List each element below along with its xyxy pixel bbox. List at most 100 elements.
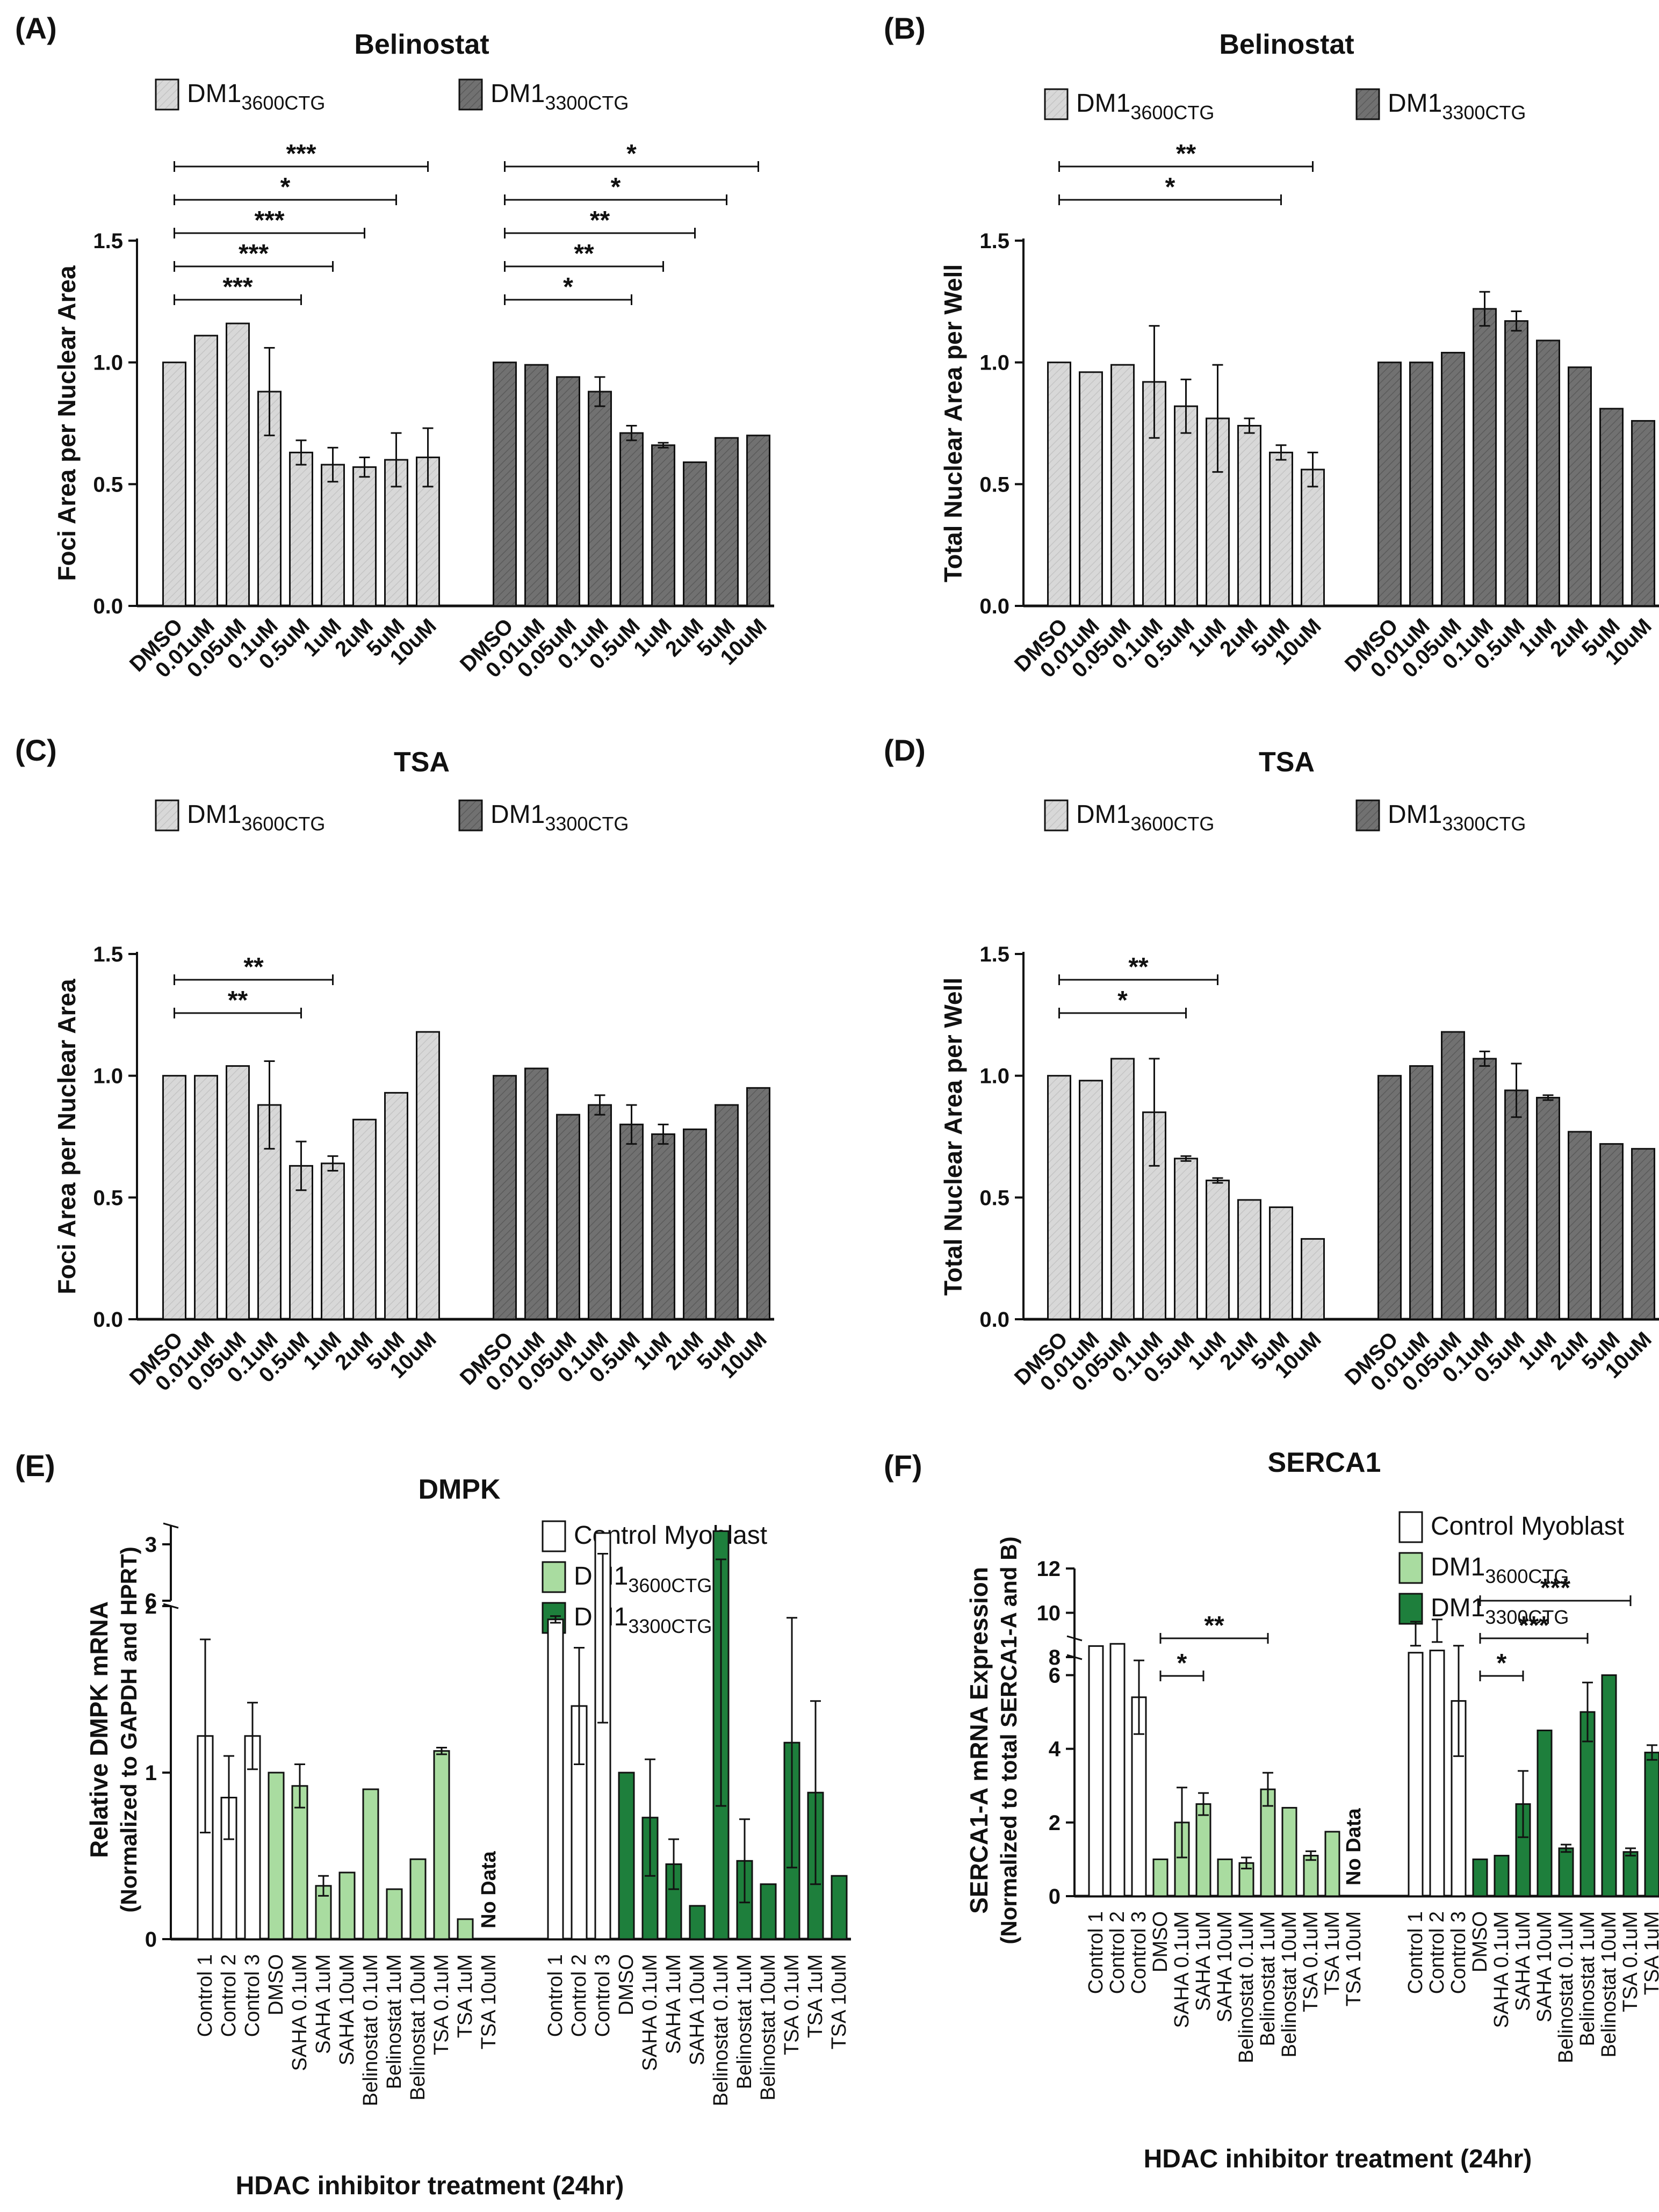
legend-dm1-3600-swatch: [1044, 799, 1069, 832]
bar: [1409, 1065, 1433, 1320]
bar: [689, 1905, 706, 1940]
x-tick-label: Belinostat 0.1uM: [1235, 1911, 1258, 2063]
x-tick-label: Belinostat 10uM: [407, 1954, 429, 2101]
bar: [1494, 1855, 1510, 1897]
significance-label: ***: [239, 240, 269, 268]
y-tick-label: 1.0: [979, 351, 1009, 375]
y-tick-label: 0.5: [93, 1186, 123, 1210]
bar: [715, 1104, 739, 1320]
y-tick-label: 0: [1049, 1885, 1061, 1909]
y-axis-title: SERCA1-A mRNA Expression: [965, 1567, 993, 1914]
x-tick-label: Belinostat 1uM: [1576, 1911, 1599, 2046]
bar: [588, 391, 612, 607]
bar: [1568, 366, 1592, 607]
x-tick-label: DMSO: [1469, 1911, 1491, 1972]
bar: [362, 1788, 379, 1940]
y-tick-label: 0.5: [93, 473, 123, 496]
bar: [162, 1075, 186, 1320]
y-tick-label: 6: [1049, 1664, 1061, 1688]
panel-label: (E): [15, 1449, 55, 1483]
bar: [651, 1133, 675, 1320]
x-tick-label: SAHA 0.1uM: [639, 1954, 661, 2071]
bar: [1377, 1075, 1402, 1320]
y-tick-label: 0.0: [979, 595, 1009, 618]
legend-dm1-3300-label-main: DM1: [491, 800, 545, 829]
bar: [291, 1785, 308, 1940]
bar: [547, 1618, 564, 1940]
x-tick-label: SAHA 0.1uM: [1171, 1911, 1193, 2028]
bar: [493, 362, 517, 607]
chart-title: Belinostat: [1219, 29, 1354, 60]
x-tick-label: Control 1: [194, 1954, 217, 2037]
y-tick-label: 1.0: [979, 1065, 1009, 1088]
bar: [1504, 320, 1528, 607]
y-tick-label: 6: [145, 1589, 157, 1613]
x-tick-label: Control 2: [568, 1954, 590, 2037]
x-tick-label: TSA 10uM: [478, 1954, 500, 2049]
bar: [1599, 408, 1624, 607]
y-tick-label: 12: [1037, 1557, 1061, 1581]
legend-dm1-3300-label-sub: 3300CTG: [1485, 1606, 1569, 1628]
significance-label: ***: [1540, 1574, 1570, 1602]
legend-dm1-3300-swatch: [1355, 88, 1380, 120]
x-tick-label: Control 3: [1447, 1911, 1470, 1994]
y-axis-title: Total Nuclear Area per Well: [939, 978, 967, 1296]
legend-dm1-3600-label-main: DM1: [187, 800, 241, 829]
bar: [524, 1067, 549, 1320]
legend-dm1-3300-swatch: [1355, 799, 1380, 832]
x-tick-label: DMSO: [265, 1954, 287, 2015]
y-tick-label: 1.5: [979, 229, 1009, 253]
x-tick-label: TSA 1uM: [804, 1954, 827, 2038]
x-tick-label: DMSO: [615, 1954, 638, 2015]
bar: [1301, 468, 1325, 607]
legend-dm1-3600-label: DM13600CTG: [187, 800, 325, 835]
y-axis-title: Relative DMPK mRNA: [85, 1601, 113, 1858]
x-tick-label: Belinostat 10uM: [1598, 1911, 1620, 2058]
bar: [619, 1123, 644, 1320]
y-axis-title: Foci Area per Nuclear Area: [53, 979, 81, 1295]
legend-dm1-3600-label-main: DM1: [1076, 800, 1130, 829]
bar: [1409, 362, 1433, 607]
legend-dm1-3600-label-sub: 3600CTG: [1130, 813, 1214, 835]
bar: [1174, 405, 1198, 607]
bar: [1441, 352, 1465, 607]
bar: [1269, 1206, 1293, 1320]
panel-label: (D): [884, 733, 926, 767]
bar: [760, 1883, 777, 1940]
x-tick-label: Belinostat 10uM: [757, 1954, 780, 2101]
y-tick-label: 1.0: [93, 1065, 123, 1088]
legend-dm1-3600-label-sub: 3600CTG: [241, 813, 325, 835]
significance-label: **: [1176, 140, 1196, 168]
legend-control-myoblast-label-main: Control Myoblast: [1431, 1512, 1624, 1541]
x-tick-label: TSA 1uM: [454, 1954, 477, 2038]
legend-dm1-3600-label-main: DM1: [1431, 1553, 1485, 1581]
chart-title: Belinostat: [354, 29, 489, 60]
bar: [1601, 1674, 1617, 1897]
legend-dm1-3600-label: DM13600CTG: [187, 79, 325, 114]
panel-label: (A): [15, 11, 57, 45]
x-tick-label: SAHA 0.1uM: [288, 1954, 311, 2071]
legend-control-myoblast-swatch: [1398, 1511, 1423, 1543]
legend-dm1-3600-label: DM13600CTG: [1076, 800, 1214, 835]
x-tick-label: Control 2: [1426, 1911, 1448, 1994]
bar: [1079, 1080, 1103, 1320]
significance-label: *: [1165, 173, 1175, 201]
bar: [1536, 339, 1560, 607]
legend-dm1-3300-label-main: DM1: [1388, 89, 1442, 118]
legend-control-myoblast-label: Control Myoblast: [1431, 1512, 1624, 1541]
significance-label: *: [626, 140, 637, 168]
x-tick-label: Control 2: [218, 1954, 240, 2037]
legend-control-myoblast-swatch: [542, 1520, 566, 1552]
bar: [683, 461, 707, 607]
legend-dm1-3300-label-sub: 3300CTG: [628, 1615, 712, 1637]
bar: [1047, 1075, 1071, 1320]
legend-dm1-3600-label-sub: 3600CTG: [1130, 102, 1214, 124]
bar: [1088, 1645, 1104, 1897]
bar: [226, 322, 250, 607]
significance-label: **: [228, 986, 248, 1015]
legend-dm1-3600-label: DM13600CTG: [1431, 1553, 1569, 1587]
bar: [1377, 362, 1402, 607]
significance-label: ***: [286, 140, 316, 168]
panel-label: (B): [884, 11, 926, 45]
